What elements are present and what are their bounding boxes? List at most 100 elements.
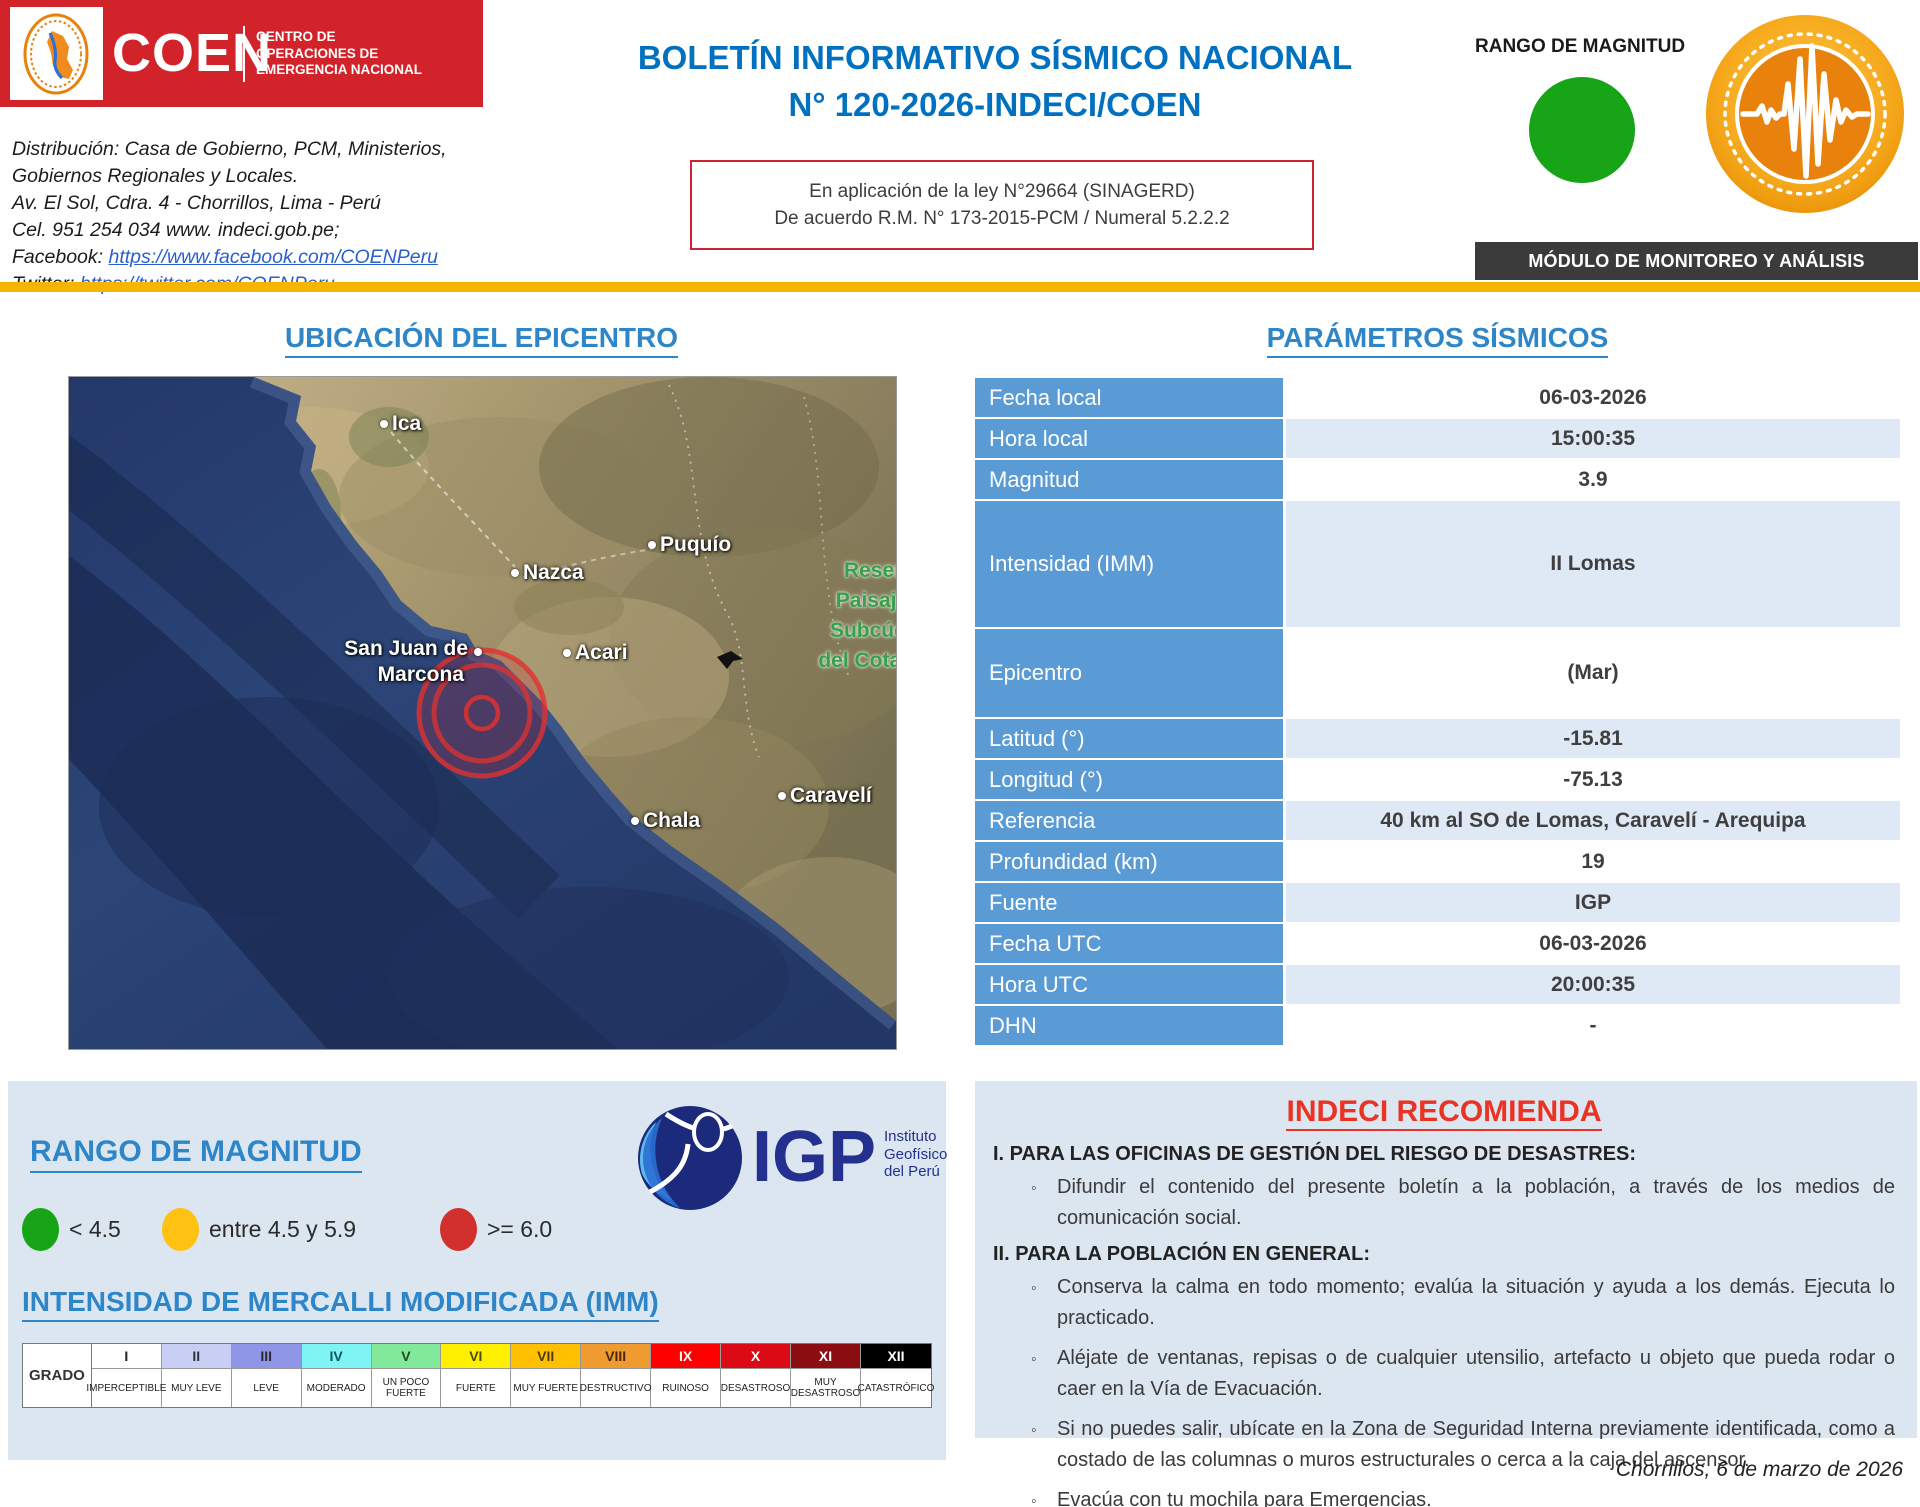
magnitude-legend-label: >= 6.0 [487,1216,553,1242]
param-value: II Lomas [1286,501,1900,627]
map-city-dot [511,569,519,577]
param-label: Fuente [975,883,1283,922]
param-value: -15.81 [1286,719,1900,758]
table-row: Hora UTC 20:00:35 [975,965,1900,1004]
epicenter-map: Ica Puquío Nazca San Juan de Marcona Acari Cha… [68,376,897,1050]
map-city-dot [778,792,786,800]
table-row: Fecha UTC 06-03-2026 [975,924,1900,963]
recommendations-body: I. PARA LAS OFICINAS DE GESTIÓN DEL RIES… [993,1143,1895,1507]
param-label: Latitud (°) [975,719,1283,758]
param-value: 15:00:35 [1286,419,1900,458]
distribution-text: Gobiernos Regionales y Locales. [12,165,299,187]
coen-wordmark: COEN [112,23,273,83]
bulletin-title-line1: BOLETÍN INFORMATIVO SÍSMICO NACIONAL [637,39,1353,76]
mercalli-grade-name: UN POCO FUERTE [382,1377,430,1399]
mercalli-numeral: XI [791,1344,860,1369]
map-city-dot [474,648,482,656]
mercalli-grade-name: DESASTROSO [720,1382,791,1394]
recommendations-title: INDECI RECOMIENDA [993,1095,1895,1131]
mercalli-grade-name: DESTRUCTIVO [579,1382,652,1394]
mercalli-numeral: X [721,1344,790,1369]
mercalli-numeral: II [161,1344,231,1369]
map-city-label: Reserv [843,559,896,582]
param-label: Profundidad (km) [975,842,1283,881]
org-sub-line: EMERGENCIA NACIONAL [256,62,423,77]
yellow-divider [0,282,1920,292]
igp-globe-icon [638,1106,742,1210]
param-label: Magnitud [975,460,1283,499]
distribution-line: Distribución: Casa de Gobierno, PCM, Min… [12,136,532,163]
bullet-icon: ◦ [1031,1422,1037,1439]
param-value: 3.9 [1286,460,1900,499]
magnitude-dot-icon [22,1208,59,1251]
param-value: 06-03-2026 [1286,378,1900,417]
map-city-dot [563,649,571,657]
recommendation-text: Si no puedes salir, ubícate en la Zona d… [1057,1418,1895,1471]
bullet-icon: ◦ [1031,1351,1037,1368]
igp-name-line: del Perú [884,1163,940,1180]
mercalli-numeral: VII [511,1344,581,1369]
param-value: - [1286,1006,1900,1045]
param-label: Fecha UTC [975,924,1283,963]
table-row: DHN - [975,1006,1900,1045]
map-section-heading: UBICACIÓN DEL EPICENTRO [68,322,895,358]
mercalli-grade-column: VI FUERTE [441,1344,512,1407]
mercalli-numeral: I [91,1344,161,1369]
mercalli-grade-column: X DESASTROSO [721,1344,791,1407]
map-city-label: Marcona [377,663,464,686]
footer-date: Chorrillos, 6 de marzo de 2026 [1615,1458,1903,1481]
recommendation-text: Conserva la calma en todo momento; evalú… [1057,1276,1895,1329]
mercalli-grade-column: I IMPERCEPTIBLE [86,1344,167,1407]
param-value: 06-03-2026 [1286,924,1900,963]
recommendation-section-heading: I. PARA LAS OFICINAS DE GESTIÓN DEL RIES… [993,1143,1637,1165]
param-label: Epicentro [975,629,1283,717]
mercalli-grade-name: MODERADO [306,1382,366,1394]
social-link[interactable]: https://www.facebook.com/COENPeru [108,246,438,268]
table-row: Hora local 15:00:35 [975,419,1900,458]
seismic-parameters-table: Fecha local 06-03-2026 Hora local 15:00:35 M… [975,378,1900,1047]
map-city-label: del Cotah [818,649,896,672]
mercalli-grade-name: LEVE [253,1382,279,1394]
table-row: Fuente IGP [975,883,1900,922]
mercalli-numeral: XII [861,1344,931,1369]
map-city-label: San Juan de [344,637,468,660]
mercalli-grade-column: IX RUINOSO [651,1344,721,1407]
map-city-label: Ica [392,412,422,435]
bullet-icon: ◦ [1031,1493,1037,1507]
mercalli-grade-column: IV MODERADO [301,1344,372,1407]
distribution-line: Cel. 951 254 034 www. indeci.gob.pe; [12,217,532,244]
coen-banner: COEN CENTRO DE OPERACIONES DE EMERGENCIA N… [0,0,483,107]
distribution-text: Av. El Sol, Cdra. 4 - Chorrillos, Lima -… [12,192,381,214]
magnitude-legend-item: >= 6.0 [440,1208,552,1251]
table-row: Epicentro (Mar) [975,629,1900,717]
map-city-label: Paisajís [835,589,897,612]
mercalli-grade-column: II MUY LEVE [161,1344,232,1407]
mercalli-numeral: III [231,1344,301,1369]
distribution-block: Distribución: Casa de Gobierno, PCM, Min… [12,136,532,298]
param-label: Referencia [975,801,1283,840]
coen-subtitle: CENTRO DE OPERACIONES DE EMERGENCIA NACION… [256,29,476,79]
param-value: -75.13 [1286,760,1900,799]
distribution-text: Facebook: [12,246,109,268]
igp-name-line: Instituto [884,1128,937,1145]
igp-logo: IGP Instituto Geofísico del Perú [636,1100,947,1220]
params-section-heading: PARÁMETROS SÍSMICOS [975,322,1900,358]
magnitude-legend-item: < 4.5 [22,1208,121,1251]
param-value: IGP [1286,883,1900,922]
mercalli-numeral: IX [651,1344,720,1369]
magnitude-legend-heading: RANGO DE MAGNITUD [30,1135,362,1173]
mercalli-heading: INTENSIDAD DE MERCALLI MODIFICADA (IMM) [22,1286,659,1322]
mercalli-grade-name: FUERTE [455,1382,496,1394]
table-row: Magnitud 3.9 [975,460,1900,499]
indeci-seal-icon [23,13,89,95]
table-row: Intensidad (IMM) II Lomas [975,501,1900,627]
table-row: Profundidad (km) 19 [975,842,1900,881]
law-reference-box: En aplicación de la ley N°29664 (SINAGER… [690,160,1314,250]
mercalli-grade-name: IMPERCEPTIBLE [86,1382,167,1394]
table-row: Referencia 40 km al SO de Lomas, Caravelí… [975,801,1900,840]
map-city-dot [631,817,639,825]
module-bar: MÓDULO DE MONITOREO Y ANÁLISIS [1475,242,1918,280]
mercalli-numeral: V [371,1344,441,1369]
mercalli-numeral: VI [441,1344,511,1369]
